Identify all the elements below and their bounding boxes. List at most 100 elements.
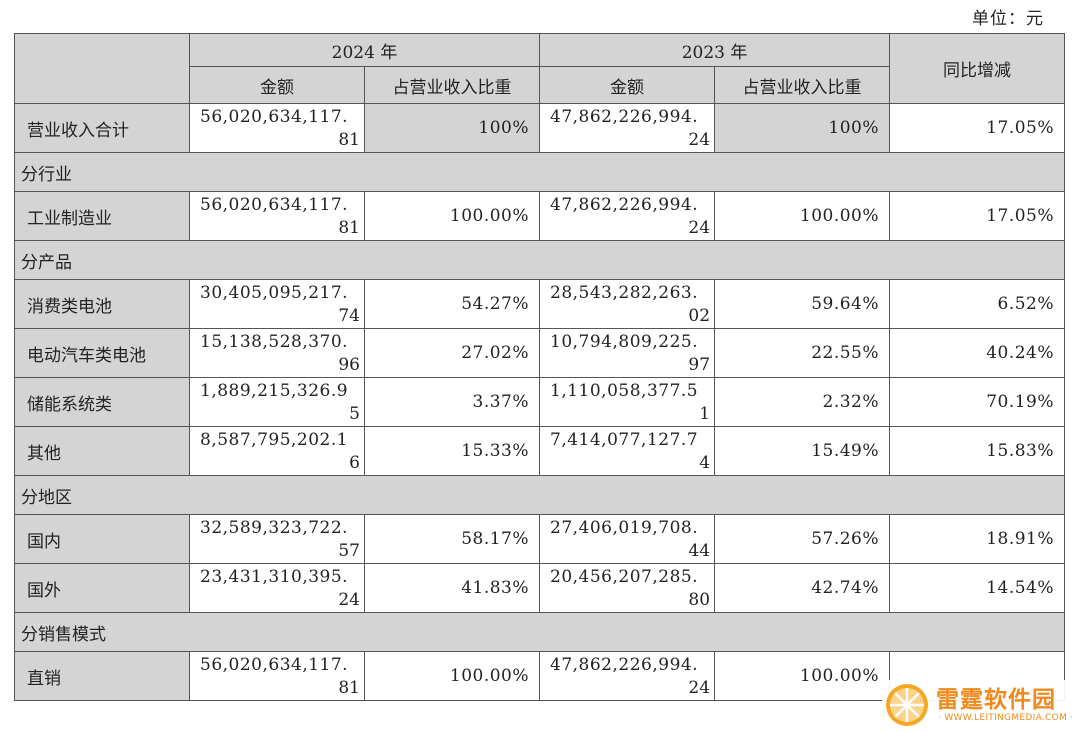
share-2023-cell: 15.49% (714, 426, 891, 476)
amount-line-1: 56,020,634,117. (200, 655, 349, 675)
header-amount-2024: 金额 (189, 66, 365, 104)
share-2024-cell: 54.27% (363, 279, 541, 329)
amount-2024-cell: 32,589,323,722. 57 (189, 514, 365, 564)
share-2023-cell: 100.00% (714, 191, 891, 241)
row-label: 工业制造业 (14, 191, 190, 241)
section-row: 分地区 (13, 475, 1066, 515)
amount-line-2: 24 (688, 678, 711, 698)
amount-line-2: 4 (699, 453, 711, 473)
row-label: 国内 (14, 514, 190, 564)
header-share-2023: 占营业收入比重 (714, 66, 891, 104)
amount-line-2: 5 (349, 404, 360, 424)
amount-line-2: 44 (688, 541, 711, 561)
share-2024-cell: 15.33% (363, 426, 541, 476)
share-2023-cell: 100.00% (714, 651, 891, 701)
amount-2024-cell: 56,020,634,117. 81 (189, 191, 365, 241)
row-label: 直销 (14, 651, 190, 701)
amount-line-2: 57 (338, 541, 360, 561)
share-2023-cell: 42.74% (714, 563, 891, 613)
table-row: 消费类电池 30,405,095,217. 74 54.27% 28,543,282,2… (14, 279, 1066, 329)
table-row: 直销 56,020,634,117. 81 100.00% 47,862,226,994… (14, 651, 1066, 701)
table-body: 营业收入合计 56,020,634,117. 81 100% 47,862,226,99… (13, 103, 1066, 701)
amount-line-1: 32,589,323,722. (200, 518, 349, 538)
table-row: 电动汽车类电池 15,138,528,370. 96 27.02% 10,794,809… (14, 328, 1066, 378)
amount-2024-cell: 56,020,634,117. 81 (189, 651, 365, 701)
share-2024-cell: 100.00% (363, 191, 541, 241)
amount-line-1: 56,020,634,117. (200, 107, 349, 127)
table-row: 工业制造业 56,020,634,117. 81 100.00% 47,862,226,… (14, 191, 1066, 241)
yoy-cell: 6.52% (889, 279, 1066, 329)
table-row: 其他 8,587,795,202.1 6 15.33% 7,414,077,127.7 4… (14, 426, 1066, 476)
amount-line-2: 1 (699, 404, 711, 424)
amount-line-1: 27,406,019,708. (550, 518, 699, 538)
amount-line-2: 97 (688, 355, 711, 375)
header-year-2023: 2023 年 (539, 33, 891, 67)
amount-line-2: 96 (338, 355, 360, 375)
amount-line-2: 6 (349, 453, 360, 473)
amount-line-1: 30,405,095,217. (200, 283, 349, 303)
amount-line-1: 1,110,058,377.5 (550, 381, 699, 401)
unit-label: 单位：元 (972, 9, 1044, 29)
section-label: 分行业 (13, 152, 1066, 192)
amount-2023-cell: 20,456,207,285. 80 (539, 563, 716, 613)
amount-2023-cell: 10,794,809,225. 97 (539, 328, 716, 378)
amount-line-2: 24 (688, 130, 711, 150)
table-row: 储能系统类 1,889,215,326.9 5 3.37% 1,110,058,377.… (14, 377, 1066, 427)
header-year-2024: 2024 年 (188, 33, 541, 67)
yoy-cell: 17.05% (889, 191, 1066, 241)
header-blank-cell (14, 33, 190, 104)
watermark-url: · WWW.LEITINGMEDIA.COM · (938, 713, 1074, 723)
section-label: 分地区 (13, 475, 1066, 515)
amount-line-2: 74 (338, 306, 360, 326)
amount-line-1: 1,889,215,326.9 (200, 381, 349, 401)
share-2023-cell: 57.26% (714, 514, 891, 564)
table-row: 国外 23,431,310,395. 24 41.83% 20,456,207,285.… (14, 563, 1066, 613)
section-label: 分销售模式 (13, 612, 1066, 652)
yoy-cell: 14.54% (889, 563, 1066, 613)
amount-line-2: 81 (338, 130, 360, 150)
amount-line-1: 47,862,226,994. (550, 655, 699, 675)
yoy-cell: 15.83% (889, 426, 1066, 476)
share-2024-cell: 3.37% (363, 377, 541, 427)
amount-2024-cell: 56,020,634,117. 81 (189, 103, 365, 153)
amount-line-1: 56,020,634,117. (200, 195, 349, 215)
share-2024-cell: 58.17% (363, 514, 541, 564)
amount-line-2: 24 (338, 590, 360, 610)
header-share-2024: 占营业收入比重 (363, 66, 541, 104)
share-2023-cell: 59.64% (714, 279, 891, 329)
amount-line-2: 24 (688, 218, 711, 238)
amount-2024-cell: 30,405,095,217. 74 (189, 279, 365, 329)
amount-2024-cell: 23,431,310,395. 24 (189, 563, 365, 613)
revenue-breakdown-table: 2024 年 2023 年 同比增减 金额 占营业收入比重 金额 占营业收入比重… (13, 33, 1066, 701)
amount-2023-cell: 7,414,077,127.7 4 (539, 426, 716, 476)
row-label: 营业收入合计 (14, 103, 190, 153)
share-2024-cell: 100.00% (363, 651, 541, 701)
header-yoy: 同比增减 (889, 33, 1066, 104)
amount-line-1: 23,431,310,395. (200, 567, 349, 587)
amount-line-2: 80 (688, 590, 711, 610)
share-2023-cell: 22.55% (714, 328, 891, 378)
watermark-name: 雷霆软件园 (936, 687, 1056, 713)
amount-2023-cell: 27,406,019,708. 44 (539, 514, 716, 564)
yoy-cell: 17.05% (889, 103, 1066, 153)
amount-line-2: 02 (688, 306, 711, 326)
amount-line-2: 81 (338, 218, 360, 238)
amount-line-1: 28,543,282,263. (550, 283, 699, 303)
row-label: 国外 (14, 563, 190, 613)
share-2024-cell: 27.02% (363, 328, 541, 378)
amount-line-1: 10,794,809,225. (550, 332, 699, 352)
row-label: 消费类电池 (14, 279, 190, 329)
share-2023-cell: 2.32% (714, 377, 891, 427)
section-label: 分产品 (13, 240, 1066, 280)
section-row: 分产品 (13, 240, 1066, 280)
amount-2023-cell: 47,862,226,994. 24 (539, 191, 716, 241)
amount-line-2: 81 (338, 678, 360, 698)
amount-2023-cell: 47,862,226,994. 24 (539, 651, 716, 701)
amount-line-1: 20,456,207,285. (550, 567, 699, 587)
amount-2024-cell: 1,889,215,326.9 5 (189, 377, 365, 427)
row-label: 电动汽车类电池 (14, 328, 190, 378)
yoy-cell: 40.24% (889, 328, 1066, 378)
share-2023-cell: 100% (714, 103, 891, 153)
amount-line-1: 8,587,795,202.1 (200, 430, 349, 450)
amount-2023-cell: 1,110,058,377.5 1 (539, 377, 716, 427)
